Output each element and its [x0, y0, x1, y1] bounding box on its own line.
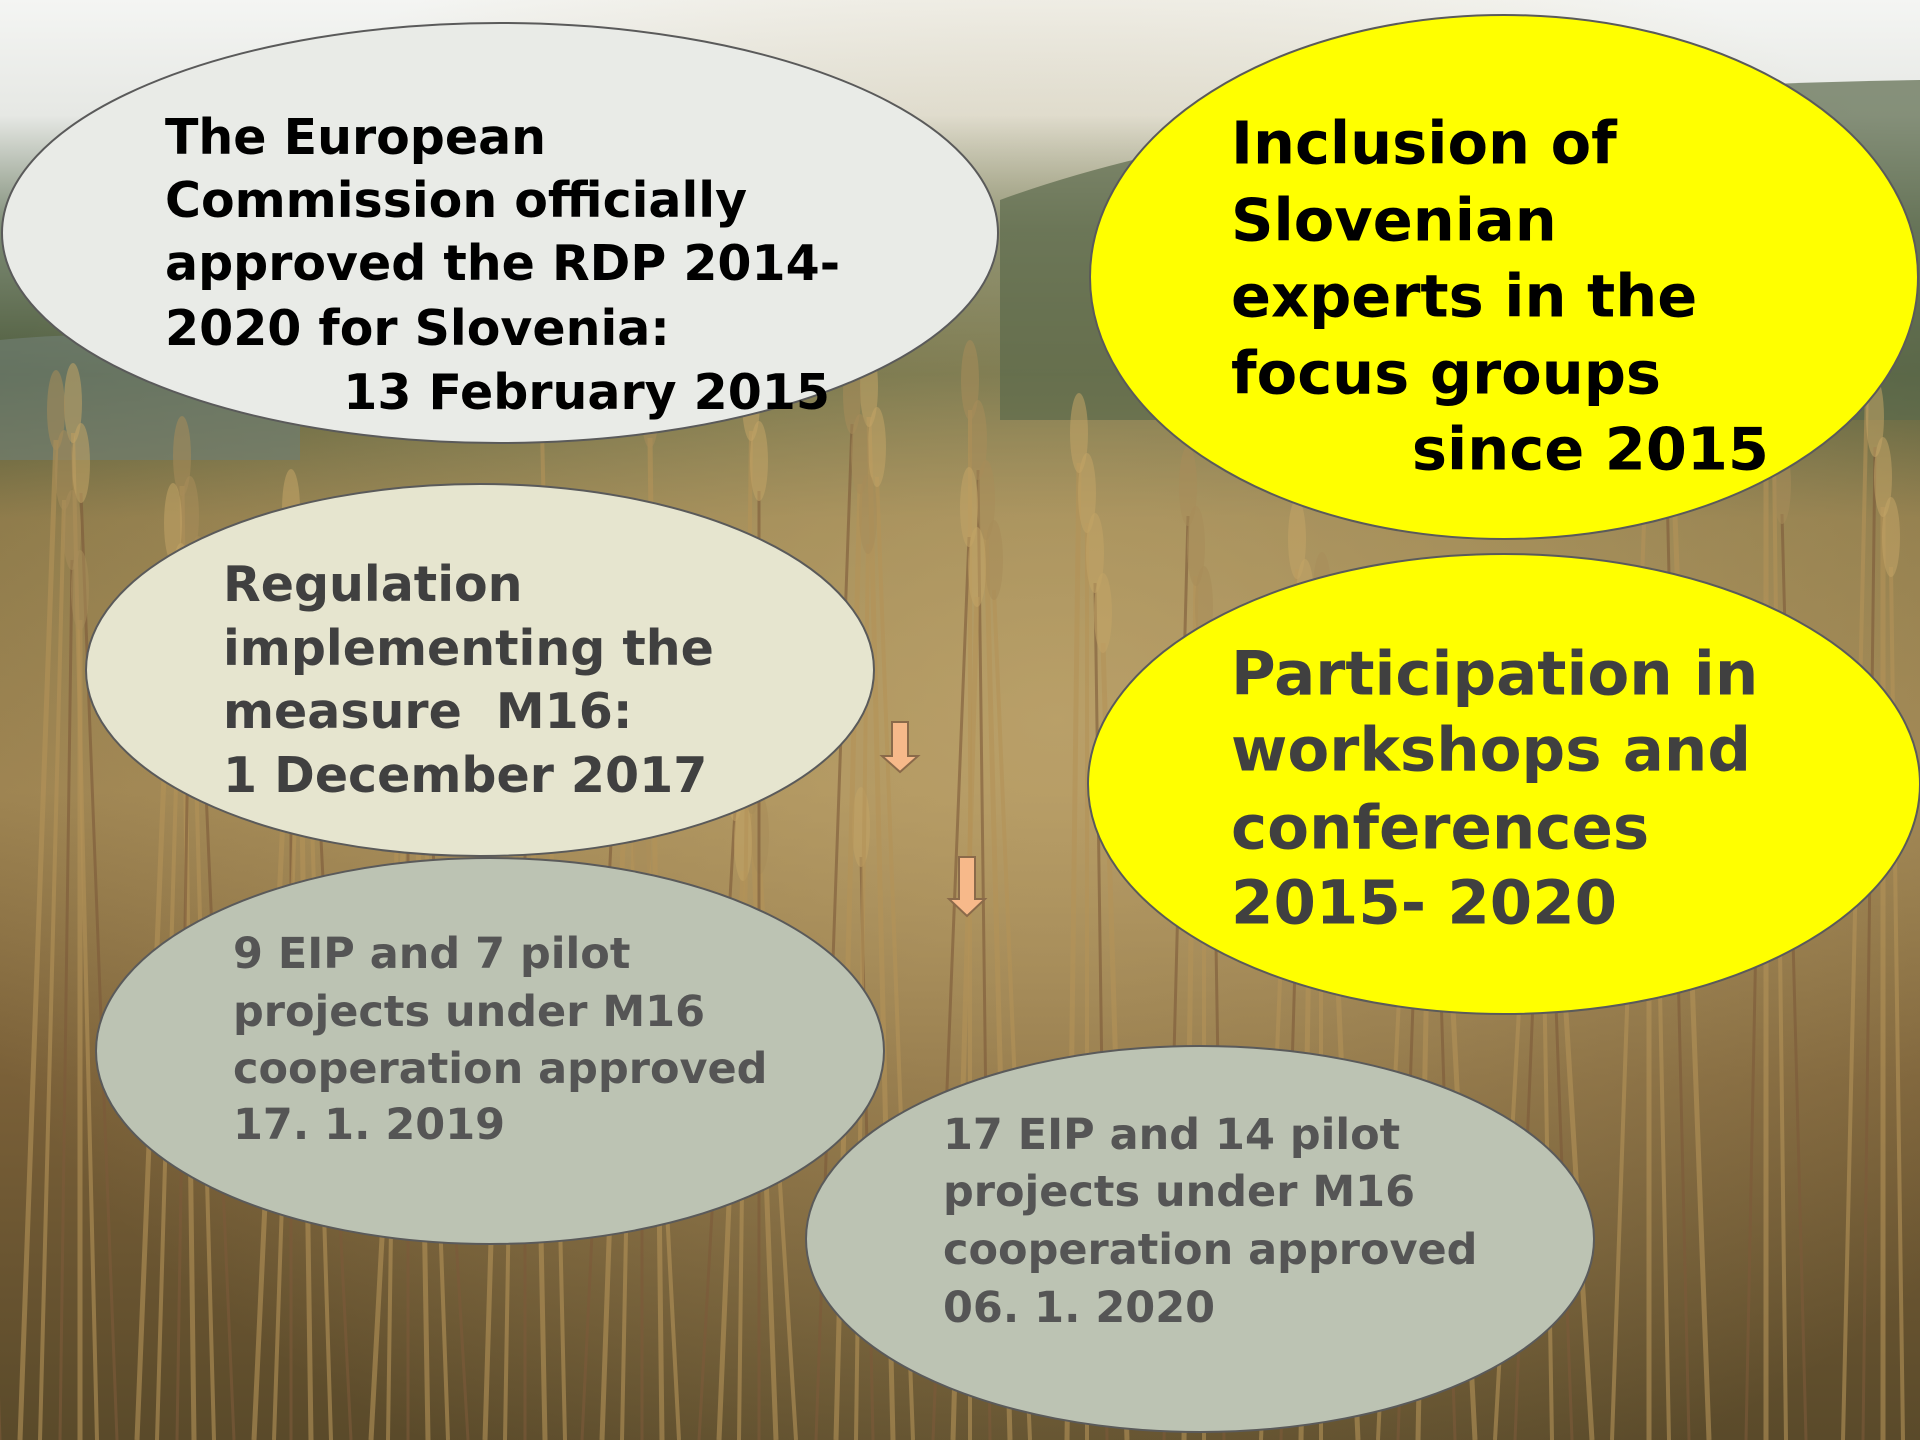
bubble-text-line: Regulation [223, 556, 523, 613]
bubble-text-line: Commission officially [165, 172, 747, 229]
bubble-text-line: 2015- 2020 [1231, 867, 1617, 938]
bubble-text-line: since 2015 [1412, 415, 1769, 484]
wheat-head [859, 474, 877, 554]
wheat-head [734, 801, 752, 881]
bubble-text-line: conferences [1231, 792, 1649, 863]
bubble-text-line: approved the RDP 2014- [165, 235, 840, 292]
wheat-head [72, 423, 90, 503]
bubble-text-line: implementing the [223, 620, 714, 677]
bubble-text-line: 2020 for Slovenia: [165, 300, 670, 357]
bubble-text-line: 17. 1. 2019 [233, 1100, 505, 1150]
bubble-text-line: Inclusion of [1231, 109, 1618, 178]
bubble-text-line: Slovenian [1231, 186, 1557, 255]
wheat-head [71, 550, 89, 630]
bubble-text-line: projects under M16 [233, 987, 705, 1037]
slide: The European Commission officially approve… [0, 0, 1920, 1440]
bubble-text-line: 17 EIP and 14 pilot [943, 1110, 1400, 1160]
bubble-text-line: workshops and [1231, 714, 1751, 785]
bubble-text-line: 06. 1. 2020 [943, 1283, 1215, 1333]
bubble-text-line: 1 December 2017 [223, 747, 707, 804]
bubble-text-line: experts in the [1231, 262, 1697, 331]
bubble-text-line: cooperation approved [943, 1225, 1477, 1275]
bubble-text-line: measure M16: [223, 683, 632, 740]
wheat-head [868, 407, 886, 487]
wheat-head [1882, 497, 1900, 577]
bubble-text-line: cooperation approved [233, 1044, 767, 1094]
bubble-text-line: projects under M16 [943, 1167, 1415, 1217]
bubble-text-line: focus groups [1231, 339, 1661, 408]
bubble-text-line: Participation in [1231, 638, 1758, 709]
wheat-head [985, 520, 1003, 600]
bubble-text-line: The European [165, 109, 546, 166]
wheat-head [968, 527, 986, 607]
bubble-text-line: 9 EIP and 7 pilot [233, 929, 630, 979]
wheat-head [750, 421, 768, 501]
wheat-head [852, 787, 870, 867]
bubble-text-line: 13 February 2015 [343, 364, 830, 421]
wheat-head [1094, 573, 1112, 653]
